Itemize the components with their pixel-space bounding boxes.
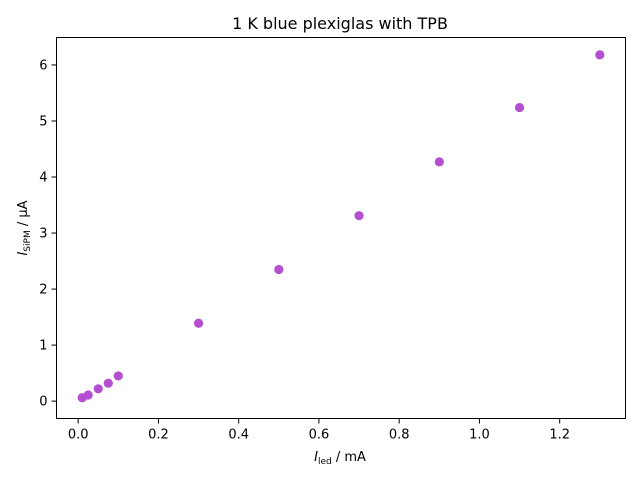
x-tick-label: 0.4	[228, 428, 249, 443]
y-tick-label: 0	[39, 395, 47, 410]
y-tick-label: 5	[39, 114, 47, 129]
data-point-10	[595, 50, 605, 60]
x-tick-label: 0.2	[148, 428, 169, 443]
data-point-7	[354, 211, 364, 221]
plot-area	[77, 50, 605, 403]
data-point-1	[83, 390, 93, 400]
x-axis-label-sub: led	[318, 457, 332, 467]
x-tick-label: 1.2	[549, 428, 570, 443]
y-tick-label: 2	[39, 283, 47, 298]
y-axis-label-unit: / μA	[16, 200, 31, 230]
x-axis-label: Iled / mA	[314, 450, 366, 467]
y-tick-label: 3	[39, 227, 47, 242]
y-axis-label-main: I	[16, 252, 31, 256]
data-point-8	[434, 157, 444, 167]
y-axis-label: ISiPM / μA	[16, 200, 33, 255]
y-axis: 0 1 2 3 4 5 6	[39, 58, 57, 410]
y-tick-label: 6	[39, 58, 47, 73]
x-axis-label-unit: / mA	[332, 450, 366, 465]
x-axis: 0.0 0.2 0.4 0.6 0.8 1.0 1.2	[68, 418, 570, 443]
x-tick-label: 0.6	[309, 428, 330, 443]
y-tick-label: 1	[39, 339, 47, 354]
x-tick-label: 0.8	[389, 428, 410, 443]
x-tick-label: 0.0	[68, 428, 89, 443]
y-axis-label-sub: SiPM	[23, 230, 33, 251]
data-point-4	[113, 371, 123, 381]
x-tick-label: 1.0	[469, 428, 490, 443]
chart-title: 1 K blue plexiglas with TPB	[232, 14, 448, 33]
data-point-3	[103, 378, 113, 388]
data-point-5	[193, 318, 204, 328]
data-point-2	[93, 384, 103, 394]
x-axis-label-main: I	[314, 450, 318, 465]
data-point-6	[274, 264, 284, 275]
data-point-9	[514, 102, 525, 113]
plot-frame	[56, 37, 626, 419]
y-tick-label: 4	[39, 171, 47, 186]
